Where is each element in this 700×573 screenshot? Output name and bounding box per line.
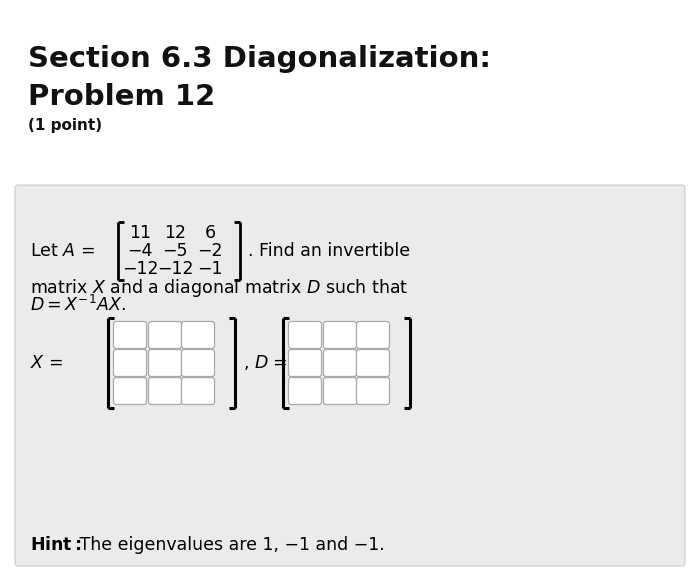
FancyBboxPatch shape [148, 321, 181, 348]
FancyBboxPatch shape [181, 321, 214, 348]
Text: −12: −12 [122, 260, 158, 278]
Text: Section 6.3 Diagonalization:: Section 6.3 Diagonalization: [28, 45, 491, 73]
FancyBboxPatch shape [356, 378, 389, 405]
Text: 11: 11 [129, 224, 151, 242]
Text: −5: −5 [162, 242, 188, 260]
FancyBboxPatch shape [113, 350, 146, 376]
Text: , $D$ =: , $D$ = [243, 354, 288, 372]
FancyBboxPatch shape [323, 378, 356, 405]
Text: $\mathbf{Hint:}$: $\mathbf{Hint:}$ [30, 536, 82, 554]
FancyBboxPatch shape [288, 350, 321, 376]
FancyBboxPatch shape [288, 321, 321, 348]
FancyBboxPatch shape [181, 350, 214, 376]
Text: 12: 12 [164, 224, 186, 242]
Text: . Find an invertible: . Find an invertible [248, 242, 410, 260]
Text: $D = X^{-1}AX.$: $D = X^{-1}AX.$ [30, 295, 126, 315]
FancyBboxPatch shape [15, 185, 685, 566]
Text: 6: 6 [204, 224, 216, 242]
Text: The eigenvalues are 1, −1 and −1.: The eigenvalues are 1, −1 and −1. [74, 536, 385, 554]
Text: Problem 12: Problem 12 [28, 83, 216, 111]
FancyBboxPatch shape [323, 321, 356, 348]
FancyBboxPatch shape [323, 350, 356, 376]
FancyBboxPatch shape [181, 378, 214, 405]
FancyBboxPatch shape [356, 350, 389, 376]
Text: matrix $X$ and a diagonal matrix $D$ such that: matrix $X$ and a diagonal matrix $D$ suc… [30, 277, 408, 299]
Text: −1: −1 [197, 260, 223, 278]
FancyBboxPatch shape [148, 350, 181, 376]
Text: Let $A$ =: Let $A$ = [30, 242, 95, 260]
FancyBboxPatch shape [113, 378, 146, 405]
FancyBboxPatch shape [288, 378, 321, 405]
Text: −2: −2 [197, 242, 223, 260]
Text: −4: −4 [127, 242, 153, 260]
Text: −12: −12 [157, 260, 193, 278]
FancyBboxPatch shape [356, 321, 389, 348]
Text: $X$ =: $X$ = [30, 354, 63, 372]
Text: (1 point): (1 point) [28, 118, 102, 133]
FancyBboxPatch shape [113, 321, 146, 348]
FancyBboxPatch shape [148, 378, 181, 405]
